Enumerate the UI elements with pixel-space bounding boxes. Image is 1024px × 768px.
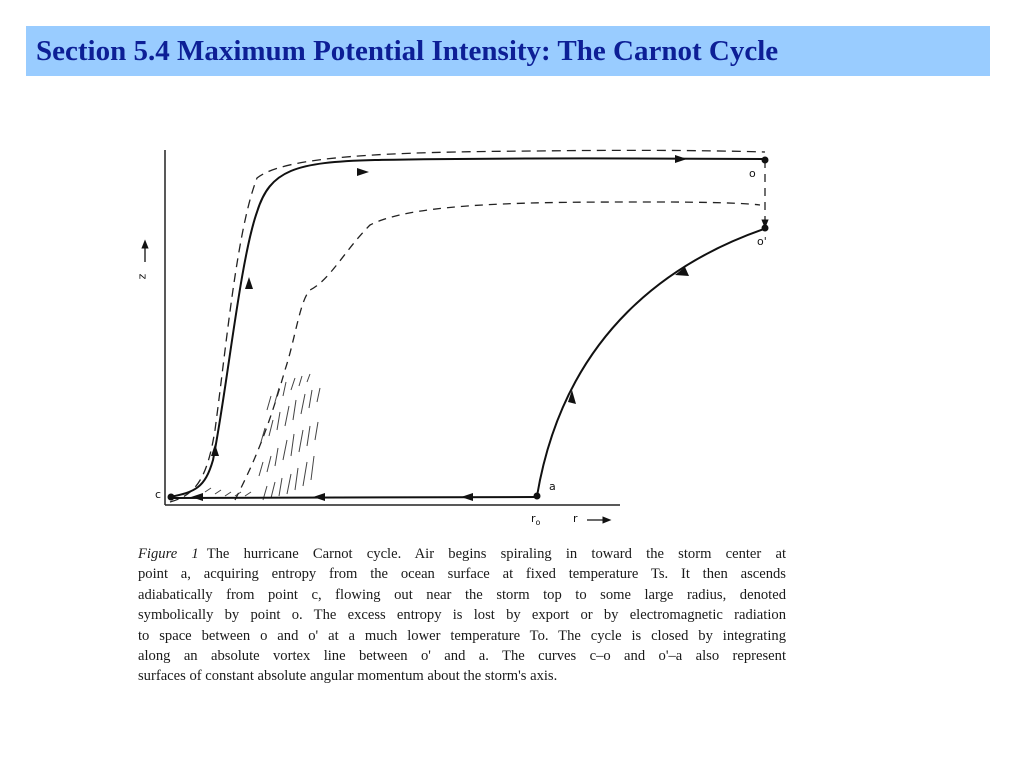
inflow-arrow-1 xyxy=(461,493,473,501)
descent-arrow-2 xyxy=(568,390,576,404)
label-z-axis: z xyxy=(136,273,150,280)
outflow-arrow xyxy=(357,168,369,176)
descent-arrow-1 xyxy=(675,267,689,276)
label-o: o xyxy=(749,167,756,180)
convective-hatching xyxy=(204,373,321,501)
caption-line-3: adiabatically from point c, flowing out … xyxy=(138,586,786,603)
slide-title: Section 5.4 Maximum Potential Intensity:… xyxy=(36,34,779,67)
o-prime-to-a-path xyxy=(536,228,765,497)
ascent-arrow-2 xyxy=(245,277,253,289)
caption-line-5: to space between o and o' at a much lowe… xyxy=(138,627,786,644)
a-to-c-inflow-path xyxy=(172,496,538,499)
carnot-cycle-figure: o o' a c ro r z xyxy=(135,140,795,540)
point-c-dot xyxy=(167,493,175,501)
inflow-arrow-3 xyxy=(191,493,203,501)
inner-dashed-boundary xyxy=(234,201,761,501)
label-r-axis: r xyxy=(573,512,578,525)
caption-line-2: point a, acquiring entropy from the ocea… xyxy=(138,566,786,583)
point-a-dot xyxy=(533,492,541,500)
caption-line-4: symbolically by point o. The excess entr… xyxy=(138,607,786,624)
label-a: a xyxy=(549,480,556,493)
label-r0: ro xyxy=(531,512,541,528)
c-to-o-path xyxy=(169,157,764,498)
point-o-prime-dot xyxy=(761,224,769,232)
carnot-cycle-diagram xyxy=(141,149,769,524)
outflow-arrow-2 xyxy=(675,155,687,163)
caption-line-6: along an absolute vortex line between o'… xyxy=(138,648,786,665)
point-o-dot xyxy=(761,156,769,164)
figure-caption: Figure 1 The hurricane Carnot cycle. Air … xyxy=(138,544,786,687)
caption-line-7: surfaces of constant absolute angular mo… xyxy=(138,668,558,685)
ascent-arrow-1 xyxy=(211,444,219,456)
title-bar: Section 5.4 Maximum Potential Intensity:… xyxy=(26,26,990,76)
outer-dashed-boundary xyxy=(169,149,766,503)
inflow-arrow-2 xyxy=(313,493,325,501)
label-c: c xyxy=(155,488,162,501)
label-o-prime: o' xyxy=(757,235,767,248)
caption-line-1: Figure 1 The hurricane Carnot cycle. Air … xyxy=(138,546,786,562)
figure-label: Figure 1 xyxy=(138,546,199,562)
